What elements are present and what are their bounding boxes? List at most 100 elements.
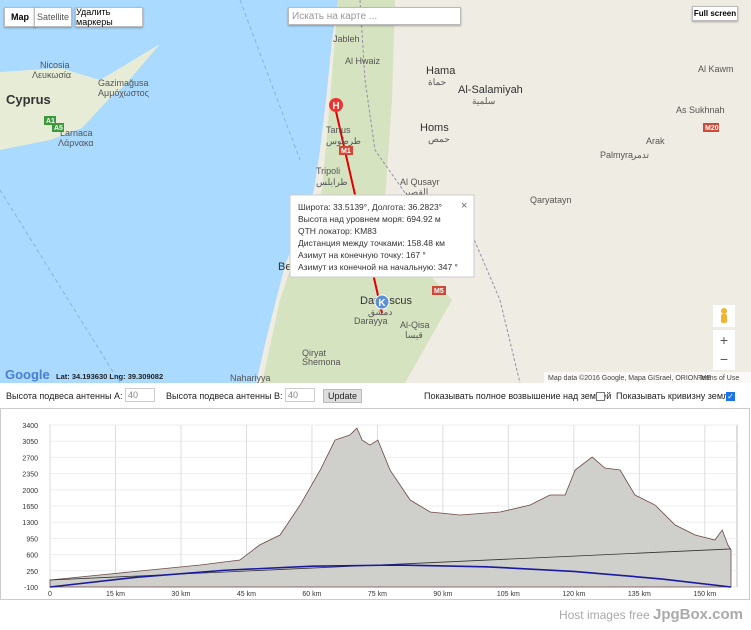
attribution: Map data ©2016 Google, Mapa GISrael, ORI… xyxy=(548,374,711,382)
antenna-b-input[interactable]: 40 xyxy=(285,388,315,402)
map-label: Λευκωσία xyxy=(32,70,71,80)
road-shield xyxy=(703,123,719,132)
marker-label[interactable]: K xyxy=(378,298,386,309)
maritime-line xyxy=(0,0,301,383)
x-tick-label: 0 xyxy=(48,591,52,598)
terms[interactable]: Terms of Use xyxy=(698,375,739,382)
mountains xyxy=(262,0,452,383)
popup-line: Азимут из конечной на начальную: 347 ° xyxy=(298,262,458,272)
y-tick-label: 1650 xyxy=(22,504,38,511)
curvature-checkbox[interactable]: ✓ xyxy=(726,392,735,401)
terrain-area xyxy=(49,427,732,588)
marker-pin[interactable] xyxy=(329,98,343,112)
road-shield xyxy=(52,123,64,132)
popup-line: Широта: 33.5139°, Долгота: 36.2823° xyxy=(298,202,442,212)
clear-markers-button[interactable]: Удалить маркеры xyxy=(75,7,143,27)
y-tick-label: 3400 xyxy=(22,423,38,430)
map-label: M20 xyxy=(705,125,719,132)
map-label: Jableh xyxy=(333,34,360,44)
curvature-label: Показывать кривизну земли xyxy=(616,391,734,401)
x-tick-label: 90 km xyxy=(433,591,452,598)
x-tick-label: 15 km xyxy=(106,591,125,598)
fullscreen-button[interactable]: Full screen xyxy=(692,6,738,21)
coords: Lat: 34.193630 Lng: 39.309082 xyxy=(56,372,163,381)
x-tick-label: 45 km xyxy=(237,591,256,598)
search-input[interactable]: Искать на карте ... xyxy=(288,7,461,25)
popup-close[interactable]: × xyxy=(461,200,467,212)
map-label: Homs xyxy=(420,122,449,134)
marker-k[interactable]: K xyxy=(374,294,390,310)
antenna-a-label: Высота подвеса антенны A: xyxy=(6,391,123,401)
map-labels: Cyprus Nicosia Λευκωσία Gazimağusa Αμμόχ… xyxy=(6,34,734,383)
map-label: Darayya xyxy=(354,316,388,326)
footer: Host images free JpgBox.com xyxy=(559,606,743,623)
map-label: Λάρνακα xyxy=(58,138,94,148)
map[interactable]: Cyprus Nicosia Λευκωσία Gazimağusa Αμμόχ… xyxy=(0,0,751,383)
marker-label[interactable]: H xyxy=(332,101,339,112)
satellite-button[interactable]: Satellite xyxy=(34,7,72,27)
x-tick-label: 120 km xyxy=(562,591,585,598)
map-label: Al-Salamiyah xyxy=(458,84,523,96)
marker-h[interactable]: H xyxy=(329,98,343,112)
popup: × Широта: 33.5139°, Долгота: 36.2823° Вы… xyxy=(289,194,475,278)
x-tick-label: 150 km xyxy=(693,591,716,598)
map-label: تدمر xyxy=(631,150,650,161)
cyprus xyxy=(0,44,160,150)
antenna-a-input[interactable]: 40 xyxy=(125,388,155,402)
map-label: طرطوس xyxy=(326,136,361,147)
y-tick-label: 250 xyxy=(26,569,38,576)
map-label: Αμμόχωστος xyxy=(98,88,150,98)
map-label: M1 xyxy=(341,148,351,155)
x-tick-label: 105 km xyxy=(497,591,520,598)
full-elevation-checkbox[interactable] xyxy=(596,392,605,401)
profile-chart: 3400 3050 2700 2350 2000 1650 1300 950 600 250 -10… xyxy=(0,408,750,600)
map-label: حمص xyxy=(428,134,450,145)
map-label: Nicosia xyxy=(40,60,70,70)
map-label: Al Qusayr xyxy=(400,177,440,187)
y-tick-label: 3050 xyxy=(22,439,38,446)
map-label: Shemona xyxy=(302,357,341,367)
map-label: دمشق xyxy=(368,307,392,318)
map-label: Nahariyya xyxy=(230,373,271,383)
map-label: Arak xyxy=(646,136,665,146)
y-tick-label: 950 xyxy=(26,536,38,543)
form-row: Высота подвеса антенны A: 40 Высота подв… xyxy=(0,386,751,408)
popup-line: Азимут на конечную точку: 167 ° xyxy=(298,250,426,260)
popup-line: QTH локатор: KM83 xyxy=(298,226,377,236)
popup-line: Дистанция между точками: 158.48 км xyxy=(298,238,445,248)
map-label: A5 xyxy=(54,125,63,132)
marker-pin[interactable] xyxy=(374,294,390,310)
map-label: Palmyra xyxy=(600,150,633,160)
y-tick-label: -100 xyxy=(24,585,38,592)
zoom-out[interactable]: − xyxy=(720,351,728,367)
antenna-b-label: Высота подвеса антенны B: xyxy=(166,391,283,401)
pegman-body[interactable] xyxy=(721,314,727,323)
pegman-head[interactable] xyxy=(721,308,727,314)
attribution-bg xyxy=(544,372,751,383)
zoom-box xyxy=(713,330,735,370)
popup-line: Высота над уровнем моря: 694.92 м xyxy=(298,214,441,224)
map-button[interactable]: Map xyxy=(4,7,36,27)
map-label: Al Hwaiz xyxy=(345,56,381,66)
map-label: Qiryat xyxy=(302,348,327,358)
map-label: Hama xyxy=(426,65,456,77)
map-label: طرابلس xyxy=(316,177,348,188)
footer-text: Host images free xyxy=(558,608,650,622)
zoom-in[interactable]: + xyxy=(720,332,728,348)
y-tick-label: 600 xyxy=(26,553,38,560)
x-tick-label: 60 km xyxy=(302,591,321,598)
map-label: Cyprus xyxy=(6,92,51,107)
road-shield xyxy=(432,286,446,295)
map-label: Be xyxy=(278,261,291,273)
map-label: Tartus xyxy=(326,125,351,135)
map-label: As Sukhnah xyxy=(676,105,725,115)
map-label: A1 xyxy=(46,118,55,125)
map-label: Tripoli xyxy=(316,166,340,176)
update-button[interactable]: Update xyxy=(323,389,363,403)
footer-brand: JpgBox.com xyxy=(652,606,743,623)
map-label: M5 xyxy=(434,288,444,295)
y-tick-label: 1300 xyxy=(22,520,38,527)
map-label: سلمية xyxy=(472,96,495,106)
google-logo: Google xyxy=(5,367,50,382)
